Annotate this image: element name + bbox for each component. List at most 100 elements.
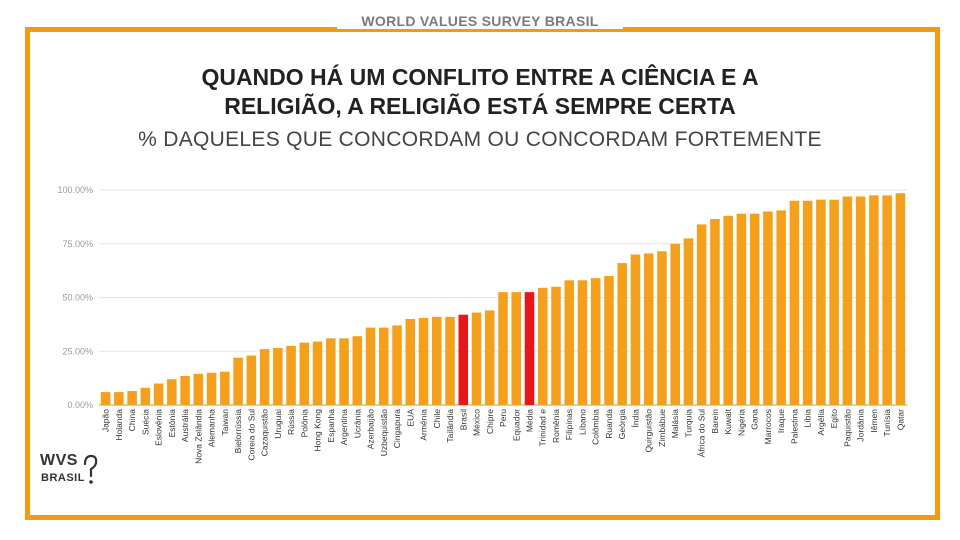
bar [445,316,455,405]
bar [604,276,614,405]
bar [564,280,574,405]
wvs-brasil-logo: WVS BRASIL [40,452,100,492]
bar [392,325,402,405]
x-tick-label: Marrocos [763,409,773,444]
bar [286,345,296,406]
x-tick-label: Peru [498,409,508,427]
x-tick-label: Média [524,409,534,432]
bar [551,286,561,405]
x-tick-label: Ruanda [604,409,614,439]
bar [458,314,469,405]
x-tick-label: Austrália [180,409,190,442]
bar [869,195,879,406]
question-speech-icon [83,454,98,484]
x-tick-label: México [472,409,482,436]
bar [299,342,310,405]
bar [895,193,906,405]
bar [789,200,800,405]
chart-title-line1: QUANDO HÁ UM CONFLITO ENTRE A CIÊNCIA E … [201,64,759,90]
bar [577,280,588,405]
x-tick-label: Coreia do Sul [246,409,256,461]
x-tick-label: Filipinas [564,409,574,440]
chart-title-line2: RELIGIÃO, A RELIGIÃO ESTÁ SEMPRE CERTA [224,93,736,119]
bar [100,392,111,405]
x-tick-label: Líbia [803,409,813,428]
x-tick-label: Egito [829,409,839,429]
x-tick-label: Zimbábue [657,409,667,447]
bar [140,387,151,405]
bar [763,211,773,405]
bar [233,357,243,405]
x-tick-label: Uruguai [273,409,283,439]
x-tick-label: Romênia [551,409,561,443]
bar [498,292,508,406]
x-tick-label: Turquia [683,409,693,438]
header-label-text: WORLD VALUES SURVEY BRASIL [337,13,623,29]
x-tick-label: Tunísia [882,409,892,437]
x-tick-label: Estônia [167,409,177,438]
x-tick-label: Nigéria [736,409,746,436]
bar [776,210,786,405]
bar [153,383,164,405]
x-tick-label: Alemanha [207,409,217,448]
x-tick-label: Chile [432,409,442,429]
x-tick-label: Taiwan [220,409,230,436]
bar [206,372,217,405]
bar [710,219,720,405]
bar [352,336,363,405]
x-tick-label: Jordânia [856,409,866,442]
logo-line1: WVS [40,452,78,469]
x-tick-label: Ucrânia [352,409,362,439]
logo-line2: BRASIL [41,472,85,484]
bar [802,200,813,405]
orange-frame [25,27,940,520]
x-tick-label: Japão [101,409,111,432]
x-tick-label: Kuwait [723,408,733,434]
x-tick-label: Polônia [299,409,309,438]
x-tick-label: Cingapura [392,409,402,448]
x-tick-label: Palestina [789,409,799,444]
x-tick-label: EUA [405,409,415,427]
bar [882,195,892,406]
bar [657,251,667,405]
x-tick-label: Colômbia [591,409,601,445]
x-tick-label: Paquistão [842,409,852,447]
bar [630,254,641,405]
x-tick-label: Líbano [577,409,587,435]
bar [829,199,839,405]
bar [193,373,204,405]
x-tick-label: Gana [750,409,760,430]
bar [127,391,137,405]
x-tick-label: Argélia [816,409,826,436]
x-tick-label: Argentina [339,409,349,446]
bar [696,224,707,405]
x-tick-label: Hong Kong [313,409,323,452]
x-tick-label: Chipre [485,409,495,434]
bar [537,287,548,405]
chart-subtitle: % DAQUELES QUE CONCORDAM OU CONCORDAM FO… [138,128,822,151]
header-label: WORLD VALUES SURVEY BRASIL [0,13,960,31]
bar [273,348,283,405]
bar [259,349,270,405]
bar [723,215,733,405]
y-tick-label: 0.00% [67,400,93,410]
x-tick-label: Geórgia [617,409,627,440]
bar [220,371,230,405]
bar [405,319,416,405]
chart-title: QUANDO HÁ UM CONFLITO ENTRE A CIÊNCIA E … [0,63,960,121]
y-tick-label: 25.00% [62,346,93,356]
x-tick-label: Quirguistão [644,409,654,453]
x-tick-label: Índia [630,409,640,428]
bar [749,213,760,405]
x-tick-label: Iêmen [869,409,879,433]
x-tick-label: Iraque [776,409,786,433]
y-tick-label: 75.00% [62,239,93,249]
x-tick-label: Espanha [326,409,336,443]
bar [816,199,826,405]
x-tick-label: Cazaquistão [260,409,270,457]
x-tick-label: Trinidad e [538,409,548,447]
x-tick-label: Barein [710,409,720,434]
x-tick-label: Bielorrússia [233,409,243,454]
x-tick-label: Azerbaijão [366,409,376,449]
